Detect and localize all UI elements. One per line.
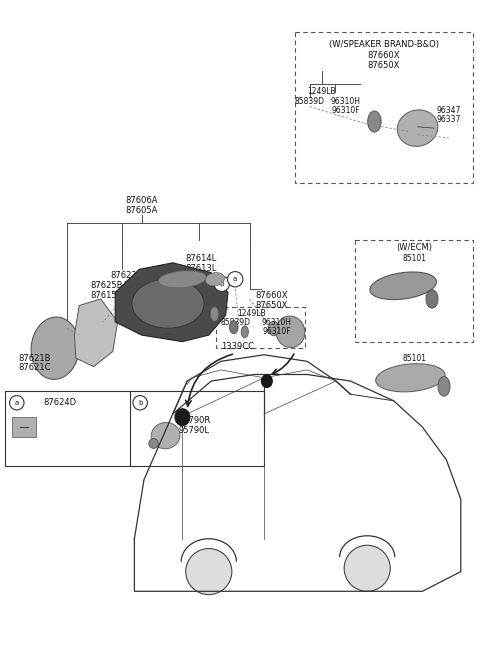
Bar — [216, 307, 305, 348]
Ellipse shape — [210, 307, 219, 321]
Circle shape — [10, 396, 24, 410]
Text: 87615B: 87615B — [90, 291, 123, 300]
Text: 87660X: 87660X — [255, 291, 288, 300]
Circle shape — [186, 549, 232, 595]
Text: b: b — [219, 281, 224, 287]
FancyBboxPatch shape — [12, 417, 36, 437]
Ellipse shape — [241, 326, 249, 338]
Text: 87660X: 87660X — [368, 51, 400, 60]
Text: 87612: 87612 — [123, 281, 150, 290]
Ellipse shape — [368, 111, 381, 132]
Circle shape — [344, 545, 390, 591]
Text: 85839D: 85839D — [220, 318, 250, 327]
Ellipse shape — [205, 273, 225, 286]
Ellipse shape — [370, 272, 436, 300]
Ellipse shape — [132, 279, 204, 328]
Text: a: a — [233, 276, 237, 283]
Text: 96337: 96337 — [437, 115, 461, 124]
Text: 95790R: 95790R — [178, 416, 211, 425]
Circle shape — [214, 276, 229, 292]
Text: 85839D: 85839D — [295, 97, 324, 106]
Text: 87605A: 87605A — [125, 206, 158, 215]
Ellipse shape — [261, 374, 273, 388]
Ellipse shape — [438, 376, 450, 396]
Ellipse shape — [31, 317, 79, 379]
Polygon shape — [74, 299, 118, 367]
Ellipse shape — [149, 439, 158, 448]
Text: 87622: 87622 — [110, 271, 137, 281]
Text: 85101: 85101 — [402, 254, 426, 263]
Ellipse shape — [276, 316, 305, 348]
Text: 85101: 85101 — [402, 353, 426, 363]
Text: 87621B: 87621B — [18, 353, 51, 363]
Text: 87625B: 87625B — [90, 281, 123, 290]
Text: 1339CC: 1339CC — [221, 342, 254, 351]
Ellipse shape — [158, 271, 206, 288]
Text: b: b — [138, 399, 143, 406]
Text: 95790L: 95790L — [179, 426, 210, 435]
Text: 96310F: 96310F — [331, 106, 360, 115]
Ellipse shape — [151, 422, 180, 449]
Text: 1249LB: 1249LB — [307, 87, 336, 97]
Text: 87606A: 87606A — [125, 196, 158, 205]
Text: 87621C: 87621C — [18, 363, 51, 373]
Ellipse shape — [268, 321, 279, 336]
Ellipse shape — [426, 290, 438, 308]
Text: 87614L: 87614L — [185, 254, 216, 263]
Text: 87624D: 87624D — [43, 398, 77, 407]
Text: 1249LB: 1249LB — [238, 309, 266, 318]
Text: a: a — [15, 399, 19, 406]
Ellipse shape — [397, 110, 438, 147]
Text: 87650X: 87650X — [255, 301, 288, 310]
Text: 87613L: 87613L — [185, 263, 216, 273]
Text: 96310H: 96310H — [331, 97, 360, 106]
Circle shape — [228, 271, 243, 287]
Ellipse shape — [376, 364, 445, 392]
Ellipse shape — [229, 321, 238, 334]
Polygon shape — [115, 263, 228, 342]
Bar — [355, 240, 473, 342]
Text: 96310F: 96310F — [263, 327, 291, 336]
Text: 96347: 96347 — [437, 106, 461, 115]
Ellipse shape — [174, 408, 191, 426]
Bar — [5, 391, 264, 466]
Bar — [295, 32, 473, 183]
Text: (W/ECM): (W/ECM) — [396, 243, 432, 252]
Circle shape — [133, 396, 147, 410]
Text: 87650X: 87650X — [368, 61, 400, 70]
Text: 96310H: 96310H — [262, 318, 292, 327]
Text: (W/SPEAKER BRAND-B&O): (W/SPEAKER BRAND-B&O) — [329, 39, 439, 49]
